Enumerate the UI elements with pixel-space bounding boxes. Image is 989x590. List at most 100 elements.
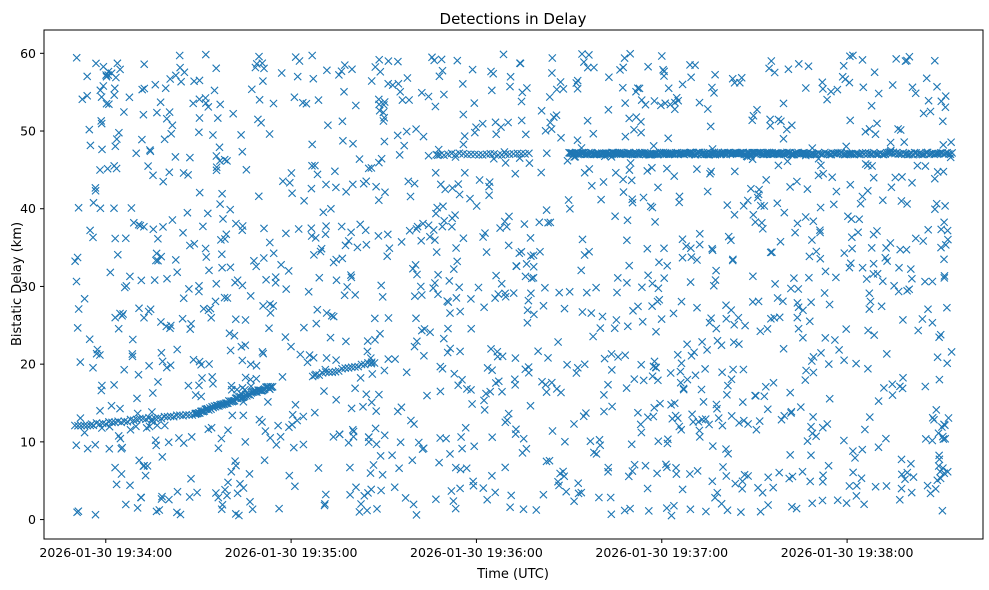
data-point [901,475,909,484]
data-point [707,314,716,323]
data-point [661,99,670,108]
data-point [363,347,372,356]
data-point [323,121,332,130]
data-point [621,99,630,108]
data-point [314,464,323,472]
data-point [184,284,193,293]
data-point [213,114,222,123]
x-tick-label: 2026-01-30 19:38:00 [781,545,914,560]
data-point [408,456,417,465]
data-point [589,448,598,457]
data-point [74,421,82,430]
data-point [430,56,439,65]
data-point [709,281,718,290]
data-point [293,416,302,425]
data-point [491,488,500,497]
data-point [614,352,623,361]
data-point [196,407,205,416]
data-point [600,354,609,363]
data-point [858,445,867,454]
data-point [417,88,426,97]
data-point [381,188,389,197]
data-point [793,313,802,322]
data-point [313,170,322,179]
data-point [891,173,900,182]
data-point [524,149,533,158]
data-point [97,381,106,390]
data-point [259,301,268,310]
data-point [502,222,511,231]
data-point [246,360,255,369]
data-point [77,421,86,430]
data-point [348,180,357,189]
data-point [127,204,136,212]
data-point [451,504,460,513]
data-point [730,210,739,219]
data-point [395,150,404,159]
data-point [774,115,783,124]
data-point [328,368,337,377]
data-point [310,408,319,417]
data-point [83,72,92,81]
data-point [739,201,748,210]
data-point [139,110,148,119]
data-point [156,98,165,107]
data-point [758,488,767,497]
data-point [625,261,634,270]
data-point [619,188,628,197]
data-point [485,178,494,187]
data-point [175,51,184,60]
data-point [104,100,113,109]
data-point [730,320,739,329]
data-point [247,85,256,94]
data-point [512,262,521,271]
data-point [454,381,463,390]
data-point [801,376,810,385]
data-point [749,111,758,120]
data-point [707,83,716,92]
data-point [746,184,755,193]
data-point [809,217,818,226]
data-point [659,65,668,74]
data-point [842,499,851,508]
data-point [705,420,714,429]
data-point [287,169,296,177]
data-point [487,86,496,95]
data-point [282,285,291,294]
data-point [329,312,338,321]
data-point [173,345,182,354]
data-point [456,307,465,316]
data-point [410,342,419,351]
data-point [352,483,360,492]
data-point [655,258,663,267]
data-point [625,166,634,175]
data-point [933,82,941,91]
data-point [719,463,727,471]
data-point [620,54,629,63]
data-point [379,101,388,109]
data-point [786,284,795,293]
data-point [711,493,719,502]
data-point [176,510,185,519]
data-point [817,348,825,357]
data-point [942,303,951,312]
data-point [238,222,247,230]
data-point [542,206,551,215]
data-point [522,444,531,453]
data-point [940,271,949,280]
data-point [865,124,874,133]
data-point [677,425,686,434]
data-point [526,233,535,242]
data-point [886,148,895,157]
data-point [769,378,778,387]
data-point [363,337,372,346]
data-point [73,323,82,332]
data-point [848,51,857,60]
data-point [437,55,446,64]
data-point [242,165,251,174]
data-point [819,169,828,178]
data-point [787,502,796,511]
data-point [86,421,95,430]
data-point [873,119,881,128]
data-point [165,168,174,177]
